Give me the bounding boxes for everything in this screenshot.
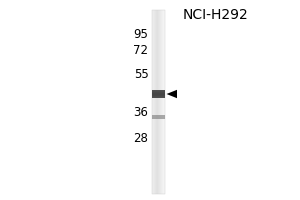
Bar [159, 10, 160, 194]
Bar [159, 10, 160, 194]
Bar [164, 10, 165, 194]
Bar [152, 90, 165, 98]
Bar [152, 92, 165, 93]
Bar [152, 90, 165, 91]
Bar [163, 10, 164, 194]
Text: 55: 55 [134, 68, 148, 80]
Bar [160, 10, 161, 194]
Bar [153, 10, 154, 194]
Bar [152, 95, 165, 96]
Bar [155, 10, 156, 194]
Bar [156, 10, 157, 194]
Bar [163, 10, 164, 194]
Bar [152, 96, 165, 97]
Bar [152, 93, 165, 94]
Text: 36: 36 [134, 106, 148, 119]
Bar [162, 10, 163, 194]
Bar [164, 10, 165, 194]
Bar [153, 10, 154, 194]
Bar [155, 10, 156, 194]
Text: 95: 95 [134, 27, 148, 40]
Bar [154, 10, 155, 194]
Bar [162, 10, 163, 194]
Bar [154, 10, 155, 194]
Bar [157, 10, 158, 194]
Bar [160, 10, 161, 194]
Bar [152, 94, 165, 95]
Bar [161, 10, 162, 194]
Text: 72: 72 [134, 45, 148, 58]
Bar [156, 10, 157, 194]
Text: NCI-H292: NCI-H292 [183, 8, 249, 22]
Bar [157, 10, 158, 194]
Bar [152, 97, 165, 98]
Bar [152, 10, 165, 194]
Polygon shape [167, 90, 177, 98]
Bar [152, 91, 165, 92]
Bar [152, 10, 153, 194]
Text: 28: 28 [134, 132, 148, 146]
Bar [161, 10, 162, 194]
Bar [152, 115, 165, 119]
Bar [152, 10, 153, 194]
Bar [158, 10, 159, 194]
Bar [158, 10, 159, 194]
